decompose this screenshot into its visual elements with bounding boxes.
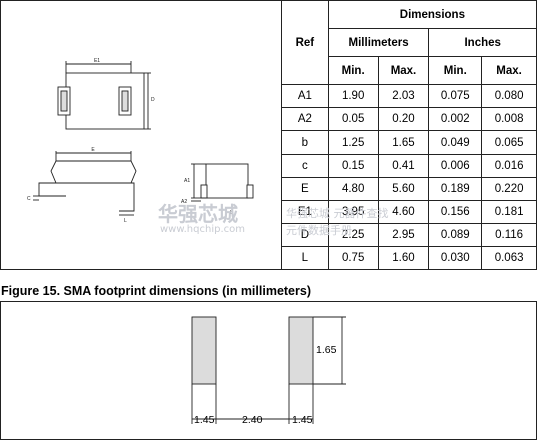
cell-mm-min: 0.15	[327, 153, 379, 178]
side-view-body	[50, 160, 137, 184]
cell-mm-min: 1.25	[327, 130, 379, 155]
cell-in-min: 0.089	[428, 222, 483, 247]
pad-width-right-label: 1.45	[292, 414, 313, 426]
footprint-pad-right	[288, 316, 314, 385]
cell-in-max: 0.116	[481, 222, 537, 247]
cell-in-min: 0.156	[428, 199, 483, 224]
table-row: L 0.75 1.60 0.030 0.063	[281, 245, 537, 271]
dimensions-table: Ref Dimensions Millimeters Inches Min. M…	[281, 0, 537, 271]
cell-mm-min: 1.90	[327, 84, 379, 109]
cell-in-min: 0.030	[428, 245, 483, 271]
label-a2: A2	[181, 199, 187, 205]
cell-mm-min: 0.75	[327, 245, 379, 271]
in-max-header: Max.	[481, 56, 537, 86]
cell-mm-min: 3.95	[327, 199, 379, 224]
figure-caption: Figure 15. SMA footprint dimensions (in …	[1, 284, 311, 298]
cell-ref: E	[281, 176, 329, 201]
end-view-body	[205, 163, 249, 199]
cell-mm-min: 4.80	[327, 176, 379, 201]
cell-mm-max: 0.20	[377, 107, 430, 132]
cell-in-max: 0.065	[481, 130, 537, 155]
cell-in-min: 0.002	[428, 107, 483, 132]
cell-mm-max: 4.60	[377, 199, 430, 224]
cell-in-min: 0.075	[428, 84, 483, 109]
package-drawing-panel: E1 D E C L A1 A2 b	[0, 0, 282, 270]
cell-in-max: 0.220	[481, 176, 537, 201]
pad-width-left-label: 1.45	[194, 414, 215, 426]
mm-max-header: Max.	[377, 56, 430, 86]
table-row: b 1.25 1.65 0.049 0.065	[281, 130, 537, 155]
package-outline-drawing: E1 D E C L A1 A2 b	[27, 58, 254, 224]
footprint-panel: 1.65 1.45 2.40 1.45	[0, 301, 537, 440]
dimensions-header: Dimensions	[327, 0, 537, 30]
cell-mm-min: 2.25	[327, 222, 379, 247]
ref-header: Ref	[281, 0, 329, 86]
cell-mm-min: 0.05	[327, 107, 379, 132]
cell-mm-max: 2.03	[377, 84, 430, 109]
millimeters-header: Millimeters	[327, 28, 430, 58]
label-b: b	[230, 210, 233, 216]
table-row: E1 3.95 4.60 0.156 0.181	[281, 199, 537, 224]
cell-in-max: 0.181	[481, 199, 537, 224]
table-row: A1 1.90 2.03 0.075 0.080	[281, 84, 537, 109]
mm-min-header: Min.	[327, 56, 379, 86]
cell-mm-max: 1.65	[377, 130, 430, 155]
cell-ref: L	[281, 245, 329, 271]
cell-ref: D	[281, 222, 329, 247]
cell-mm-max: 0.41	[377, 153, 430, 178]
pad-height-label: 1.65	[316, 344, 337, 356]
footprint-drawing: 1.65 1.45 2.40 1.45	[191, 316, 346, 426]
cell-in-max: 0.016	[481, 153, 537, 178]
cell-ref: A1	[281, 84, 329, 109]
gap-label: 2.40	[242, 414, 263, 426]
footprint-pad-left	[191, 316, 217, 385]
label-e: E	[91, 147, 95, 153]
cell-in-max: 0.008	[481, 107, 537, 132]
label-d: D	[151, 97, 155, 103]
label-a1: A1	[184, 178, 190, 184]
label-e1: E1	[94, 58, 100, 64]
table-row: c 0.15 0.41 0.006 0.016	[281, 153, 537, 178]
cell-mm-max: 5.60	[377, 176, 430, 201]
cell-ref: c	[281, 153, 329, 178]
table-row: A2 0.05 0.20 0.002 0.008	[281, 107, 537, 132]
in-min-header: Min.	[428, 56, 483, 86]
cell-in-max: 0.063	[481, 245, 537, 271]
inches-header: Inches	[428, 28, 537, 58]
cell-in-min: 0.006	[428, 153, 483, 178]
table-row: D 2.25 2.95 0.089 0.116	[281, 222, 537, 247]
cell-mm-max: 1.60	[377, 245, 430, 271]
label-l: L	[124, 218, 127, 224]
cell-ref: b	[281, 130, 329, 155]
label-c: C	[27, 196, 31, 202]
cell-in-min: 0.189	[428, 176, 483, 201]
cell-in-min: 0.049	[428, 130, 483, 155]
top-view-body	[65, 72, 145, 130]
cell-in-max: 0.080	[481, 84, 537, 109]
cell-mm-max: 2.95	[377, 222, 430, 247]
table-row: E 4.80 5.60 0.189 0.220	[281, 176, 537, 201]
cell-ref: E1	[281, 199, 329, 224]
cell-ref: A2	[281, 107, 329, 132]
